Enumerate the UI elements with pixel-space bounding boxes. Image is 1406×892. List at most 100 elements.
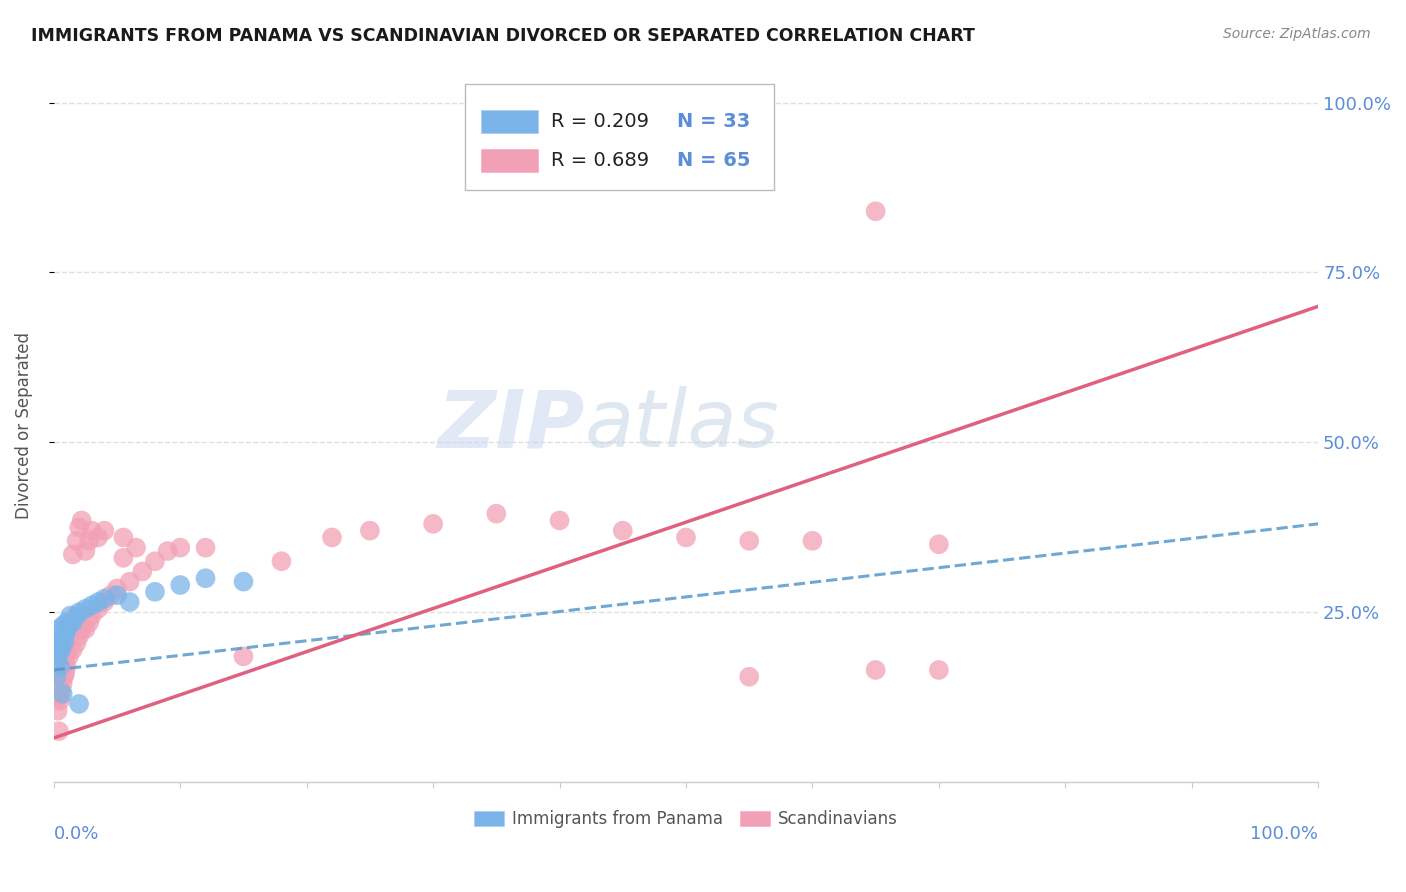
Point bbox=[143, 584, 166, 599]
Point bbox=[131, 565, 153, 579]
Point bbox=[865, 204, 887, 219]
Point bbox=[738, 670, 761, 684]
Point bbox=[75, 622, 97, 636]
Point bbox=[93, 595, 115, 609]
Point bbox=[65, 636, 87, 650]
Text: 0.0%: 0.0% bbox=[53, 825, 100, 843]
Point bbox=[75, 544, 97, 558]
Point bbox=[51, 659, 73, 673]
Point bbox=[169, 541, 191, 555]
Point bbox=[58, 622, 80, 636]
FancyBboxPatch shape bbox=[481, 110, 538, 133]
Point bbox=[232, 649, 254, 664]
Text: Source: ZipAtlas.com: Source: ZipAtlas.com bbox=[1223, 27, 1371, 41]
Point bbox=[65, 533, 87, 548]
Point bbox=[53, 666, 76, 681]
Point bbox=[48, 622, 70, 636]
Point bbox=[48, 646, 70, 660]
Point bbox=[75, 602, 97, 616]
Point bbox=[118, 574, 141, 589]
FancyBboxPatch shape bbox=[465, 84, 775, 190]
Point bbox=[77, 615, 100, 630]
Point bbox=[52, 642, 75, 657]
Point bbox=[58, 619, 80, 633]
Point bbox=[45, 687, 67, 701]
Point bbox=[65, 608, 87, 623]
Point bbox=[48, 690, 70, 705]
Point bbox=[52, 619, 75, 633]
Point bbox=[422, 516, 444, 531]
Y-axis label: Divorced or Separated: Divorced or Separated bbox=[15, 332, 32, 519]
Point bbox=[58, 649, 80, 664]
Point bbox=[232, 574, 254, 589]
Text: N = 65: N = 65 bbox=[678, 151, 751, 170]
Point bbox=[485, 507, 508, 521]
Text: atlas: atlas bbox=[585, 386, 779, 465]
Text: IMMIGRANTS FROM PANAMA VS SCANDINAVIAN DIVORCED OR SEPARATED CORRELATION CHART: IMMIGRANTS FROM PANAMA VS SCANDINAVIAN D… bbox=[31, 27, 974, 45]
Point bbox=[53, 629, 76, 643]
Point bbox=[612, 524, 634, 538]
Point bbox=[143, 554, 166, 568]
Point bbox=[156, 544, 179, 558]
Point bbox=[100, 588, 122, 602]
Point bbox=[48, 676, 70, 690]
Point bbox=[801, 533, 824, 548]
Point bbox=[52, 687, 75, 701]
Point bbox=[53, 649, 76, 664]
Point bbox=[169, 578, 191, 592]
Point bbox=[865, 663, 887, 677]
Point bbox=[112, 531, 135, 545]
Point bbox=[93, 591, 115, 606]
Point bbox=[77, 533, 100, 548]
Point bbox=[52, 656, 75, 670]
Point bbox=[675, 531, 697, 545]
Point bbox=[67, 697, 90, 711]
Point bbox=[194, 541, 217, 555]
FancyBboxPatch shape bbox=[481, 149, 538, 172]
Point bbox=[112, 550, 135, 565]
Point bbox=[105, 582, 128, 596]
Point bbox=[55, 622, 77, 636]
Point bbox=[70, 513, 93, 527]
Text: R = 0.689: R = 0.689 bbox=[551, 151, 648, 170]
Point bbox=[52, 625, 75, 640]
Point bbox=[70, 622, 93, 636]
Point bbox=[62, 642, 84, 657]
Point bbox=[67, 605, 90, 619]
Point bbox=[51, 683, 73, 698]
Point bbox=[548, 513, 571, 527]
Point bbox=[928, 663, 950, 677]
Point bbox=[48, 724, 70, 739]
Point bbox=[80, 608, 103, 623]
Text: N = 33: N = 33 bbox=[678, 112, 751, 131]
Point bbox=[59, 608, 82, 623]
Point bbox=[55, 659, 77, 673]
Point bbox=[118, 595, 141, 609]
Point bbox=[928, 537, 950, 551]
Point bbox=[46, 704, 69, 718]
Legend: Immigrants from Panama, Scandinavians: Immigrants from Panama, Scandinavians bbox=[467, 803, 904, 834]
Point bbox=[49, 639, 72, 653]
Point bbox=[194, 571, 217, 585]
Point bbox=[62, 548, 84, 562]
Point bbox=[46, 653, 69, 667]
Point bbox=[87, 602, 110, 616]
Point bbox=[738, 533, 761, 548]
Point bbox=[49, 693, 72, 707]
Point bbox=[62, 615, 84, 630]
Point bbox=[51, 629, 73, 643]
Point bbox=[321, 531, 343, 545]
Point bbox=[67, 629, 90, 643]
Point bbox=[46, 632, 69, 647]
Point bbox=[52, 676, 75, 690]
Point bbox=[52, 670, 75, 684]
Point bbox=[49, 670, 72, 684]
Point bbox=[55, 615, 77, 630]
Point bbox=[49, 659, 72, 673]
Point bbox=[80, 524, 103, 538]
Point bbox=[46, 670, 69, 684]
Point bbox=[87, 595, 110, 609]
Text: ZIP: ZIP bbox=[437, 386, 585, 465]
Point bbox=[52, 632, 75, 647]
Point bbox=[87, 531, 110, 545]
